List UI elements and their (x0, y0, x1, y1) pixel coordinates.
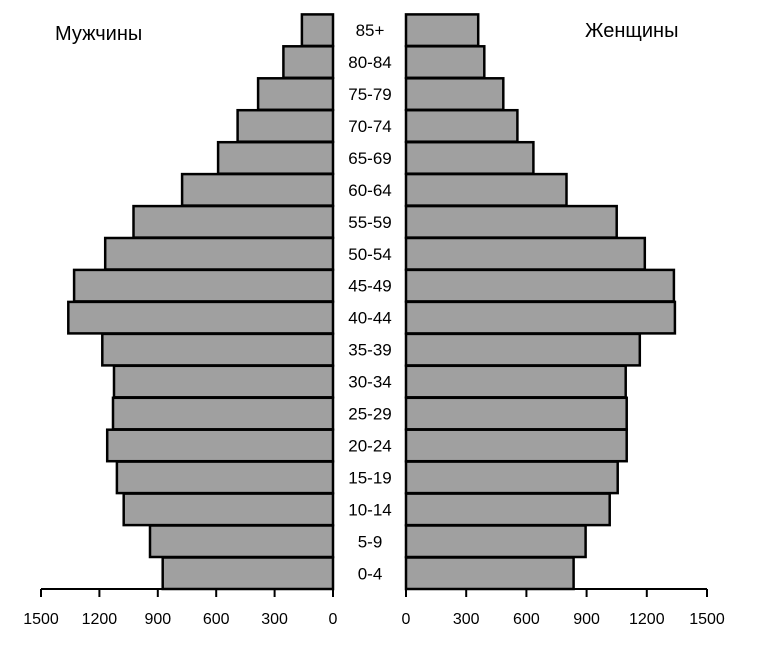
male-x-tick-label: 900 (144, 611, 171, 628)
male-x-tick-label: 0 (329, 611, 338, 628)
male-bar-50-54 (103, 236, 335, 271)
male-bar-25-29 (111, 396, 335, 431)
male-bar-10-14 (122, 492, 335, 527)
male-bar-35-39 (101, 332, 335, 367)
female-bar-45-49 (404, 268, 676, 303)
female-bar-15-19 (404, 460, 619, 495)
age-label-5-9: 5-9 (358, 532, 383, 551)
age-label-25-29: 25-29 (348, 405, 391, 424)
male-bar-70-74 (236, 108, 335, 143)
male-bar-60-64 (180, 172, 335, 207)
female-bars (404, 13, 677, 591)
male-bar-80-84 (282, 45, 335, 80)
female-bar-20-24 (404, 428, 628, 463)
female-bar-35-39 (404, 332, 642, 367)
male-bars (67, 13, 335, 591)
age-label-45-49: 45-49 (348, 277, 391, 296)
age-label-60-64: 60-64 (348, 181, 391, 200)
female-x-tick-label: 1200 (629, 611, 665, 628)
age-label-65-69: 65-69 (348, 149, 391, 168)
age-label-80-84: 80-84 (348, 53, 391, 72)
age-label-35-39: 35-39 (348, 341, 391, 360)
male-bar-0-4 (161, 556, 335, 591)
female-bar-85plus (404, 13, 480, 48)
male-bar-65-69 (216, 140, 335, 175)
age-group-labels: 0-4 5-9 10-14 15-19 20-24 25-29 30-34 35-39 40-4… (348, 21, 391, 583)
female-series-label: Женщины (585, 20, 678, 42)
female-bar-60-64 (404, 172, 568, 207)
age-label-40-44: 40-44 (348, 309, 391, 328)
female-bar-70-74 (404, 108, 519, 143)
male-bar-85plus (300, 13, 335, 48)
age-label-20-24: 20-24 (348, 436, 391, 455)
female-bar-30-34 (404, 364, 627, 399)
female-bar-65-69 (404, 140, 535, 175)
male-bar-55-59 (132, 204, 335, 239)
male-bar-30-34 (112, 364, 335, 399)
female-bar-80-84 (404, 45, 486, 80)
male-bar-15-19 (115, 460, 335, 495)
male-bar-40-44 (67, 300, 335, 335)
female-x-tick-label: 300 (453, 611, 480, 628)
male-series-label: Мужчины (55, 23, 142, 45)
age-label-10-14: 10-14 (348, 500, 391, 519)
female-bar-10-14 (404, 492, 611, 527)
male-x-tick-label: 1200 (82, 611, 118, 628)
age-label-30-34: 30-34 (348, 373, 391, 392)
age-label-85plus: 85+ (356, 21, 385, 40)
female-bar-50-54 (404, 236, 647, 271)
age-label-50-54: 50-54 (348, 245, 391, 264)
female-bar-40-44 (404, 300, 677, 335)
female-x-tick-label: 1500 (689, 611, 725, 628)
male-x-tick-label: 1500 (23, 611, 59, 628)
female-bar-25-29 (404, 396, 628, 431)
age-label-70-74: 70-74 (348, 117, 391, 136)
male-x-tick-label: 600 (203, 611, 230, 628)
female-x-tick-label: 900 (573, 611, 600, 628)
male-bar-75-79 (256, 77, 335, 112)
female-x-tick-label: 0 (402, 611, 411, 628)
male-bar-45-49 (72, 268, 335, 303)
male-bar-20-24 (105, 428, 335, 463)
age-label-0-4: 0-4 (358, 564, 383, 583)
female-bar-55-59 (404, 204, 618, 239)
female-bar-5-9 (404, 524, 587, 559)
age-label-55-59: 55-59 (348, 213, 391, 232)
age-label-75-79: 75-79 (348, 85, 391, 104)
female-bar-0-4 (404, 556, 575, 591)
x-axes: 0 0 300 300 600 600 900 900 1200 1200 1500 1500 (23, 588, 725, 628)
female-x-tick-label: 600 (513, 611, 540, 628)
age-label-15-19: 15-19 (348, 468, 391, 487)
male-bar-5-9 (148, 524, 335, 559)
male-x-tick-label: 300 (261, 611, 288, 628)
female-bar-75-79 (404, 77, 505, 112)
